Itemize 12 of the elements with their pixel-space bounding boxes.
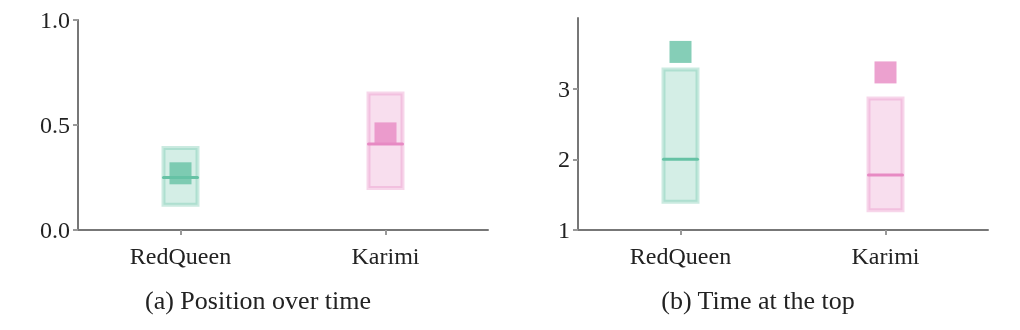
x-tick-label: Karimi	[851, 243, 920, 269]
text: (b) Time at the top	[661, 285, 855, 315]
x-tick-label: Karimi	[351, 243, 420, 269]
y-tick-label: 1	[558, 217, 570, 243]
y-tick-label: 0.0	[40, 217, 70, 243]
text: (a) Position over time	[144, 285, 372, 315]
y-tick-label: 0.5	[40, 112, 70, 138]
y-tick-label: 3	[558, 75, 570, 102]
x-tick-label: RedQueen	[129, 243, 232, 269]
x-tick-label: RedQueen	[629, 243, 732, 269]
y-tick-label: 2	[558, 146, 570, 173]
y-tick-label: 1.0	[40, 7, 70, 33]
